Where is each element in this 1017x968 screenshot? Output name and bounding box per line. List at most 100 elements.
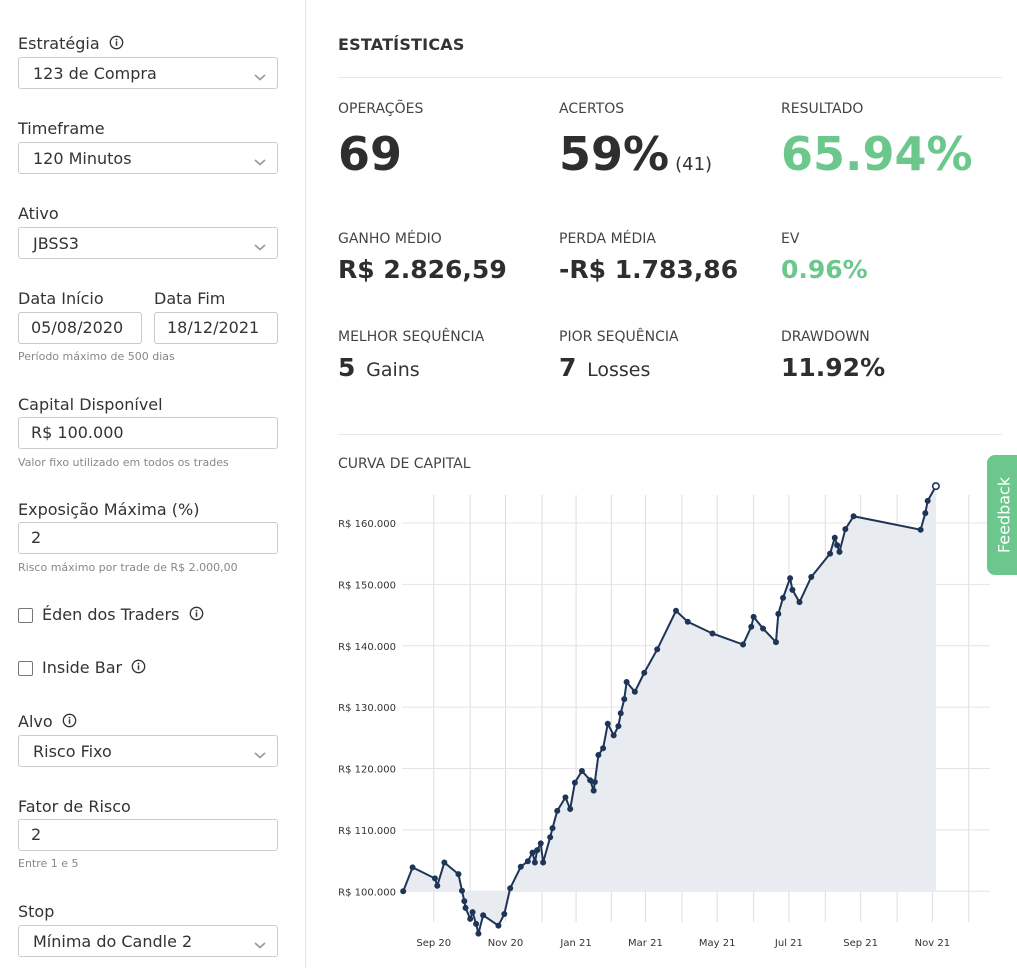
capital-point [610,732,617,739]
capital-point [775,610,782,617]
fator-risco-input[interactable]: 2 [18,819,278,851]
capital-point [529,849,536,856]
info-icon[interactable] [189,606,204,625]
capital-point [917,526,924,533]
divider [338,77,1002,78]
y-tick-label: R$ 140.000 [338,642,396,653]
inside-bar-checkbox[interactable] [18,661,33,676]
capital-point [924,497,931,504]
capital-point [615,723,622,730]
chevron-down-icon [253,237,267,256]
stat-value: 11.92% [781,353,886,382]
capital-point [473,920,480,927]
capital-point [772,639,779,646]
x-tick-label: Mar 21 [628,938,663,949]
capital-point [617,710,624,717]
capital-point [462,904,469,911]
x-tick-label: Jan 21 [559,938,591,949]
capital-point [931,482,940,491]
statistics-title: ESTATÍSTICAS [338,35,465,54]
capital-point [621,696,628,703]
capital-area [403,486,936,934]
eden-checkbox-row[interactable]: Éden dos Traders [18,605,218,625]
capital-label: Capital Disponível [18,395,163,414]
acertos-count: (41) [675,154,713,175]
x-tick-label: Sep 21 [843,938,878,949]
capital-point [750,613,757,620]
settings-sidebar: Estratégia 123 de Compra Timeframe 120 M… [0,0,306,968]
capital-point [480,912,487,919]
timeframe-label: Timeframe [18,119,105,138]
chart-title: CURVA DE CAPITAL [338,456,471,472]
capital-point [501,911,508,918]
stat-label: EV [781,231,800,247]
capital-point [673,607,680,614]
eden-checkbox[interactable] [18,608,33,623]
y-tick-label: R$ 110.000 [338,826,396,837]
stat-value-row: 5 Gains [338,351,484,387]
stat-ev: EV 0.96% [781,231,868,287]
capital-point [578,767,585,774]
stat-melhor-sequencia: MELHOR SEQUÊNCIA 5 Gains [338,329,484,387]
x-tick-label: Jul 21 [774,938,803,949]
capital-point [834,542,841,549]
alvo-select[interactable]: Risco Fixo [18,735,278,767]
capital-point [789,586,796,593]
capital-point [740,641,747,648]
alvo-label: Alvo [18,712,77,732]
info-icon[interactable] [62,713,77,732]
ativo-select[interactable]: JBSS3 [18,227,278,259]
stat-label: GANHO MÉDIO [338,231,442,247]
capital-point [400,888,407,895]
estrategia-select[interactable]: 123 de Compra [18,57,278,89]
stat-perda-media: PERDA MÉDIA -R$ 1.783,86 [559,231,738,287]
alvo-value: Risco Fixo [33,742,112,761]
capital-point [469,909,476,916]
chevron-down-icon [253,152,267,171]
ativo-value: JBSS3 [33,234,79,253]
capital-point [748,623,755,630]
capital-point [796,599,803,606]
capital-curve-chart: R$ 100.000 R$ 110.000 R$ 120.000 R$ 130.000… [338,482,990,949]
data-inicio-label: Data Início [18,289,104,308]
stat-value-row: 7 Losses [559,351,679,387]
periodo-hint: Período máximo de 500 dias [18,350,175,363]
capital-input[interactable]: R$ 100.000 [18,417,278,449]
capital-point [641,669,648,676]
capital-point [595,752,602,759]
stat-pior-sequencia: PIOR SEQUÊNCIA 7 Losses [559,329,679,387]
stat-label: DRAWDOWN [781,329,870,345]
stat-label: OPERAÇÕES [338,101,424,117]
exposicao-input[interactable]: 2 [18,522,278,554]
chevron-down-icon [253,745,267,764]
divider [338,434,1002,435]
info-icon[interactable] [131,659,146,678]
capital-point [517,863,524,870]
capital-point [549,825,556,832]
stat-value: 0.96% [781,255,868,284]
stat-label: PIOR SEQUÊNCIA [559,329,679,345]
capital-point [831,534,838,541]
data-inicio-input[interactable]: 05/08/2020 [18,312,142,344]
capital-point [787,575,794,582]
estrategia-value: 123 de Compra [33,64,157,83]
inside-bar-checkbox-row[interactable]: Inside Bar [18,658,218,678]
feedback-tab[interactable]: Feedback [987,455,1017,575]
capital-point [547,834,554,841]
capital-point [604,720,611,727]
timeframe-select[interactable]: 120 Minutos [18,142,278,174]
capital-point [760,625,767,632]
stat-value: 5 [338,353,356,382]
capital-point [571,779,578,786]
info-icon[interactable] [109,35,124,54]
capital-hint: Valor fixo utilizado em todos os trades [18,456,229,469]
capital-point [827,550,834,557]
y-tick-label: R$ 160.000 [338,519,396,530]
ativo-label: Ativo [18,204,59,223]
stop-select[interactable]: Mínima do Candle 2 [18,925,278,957]
capital-point [409,864,416,871]
capital-point [431,875,438,882]
data-fim-input[interactable]: 18/12/2021 [154,312,278,344]
capital-point [591,779,598,786]
stat-label: RESULTADO [781,101,864,117]
